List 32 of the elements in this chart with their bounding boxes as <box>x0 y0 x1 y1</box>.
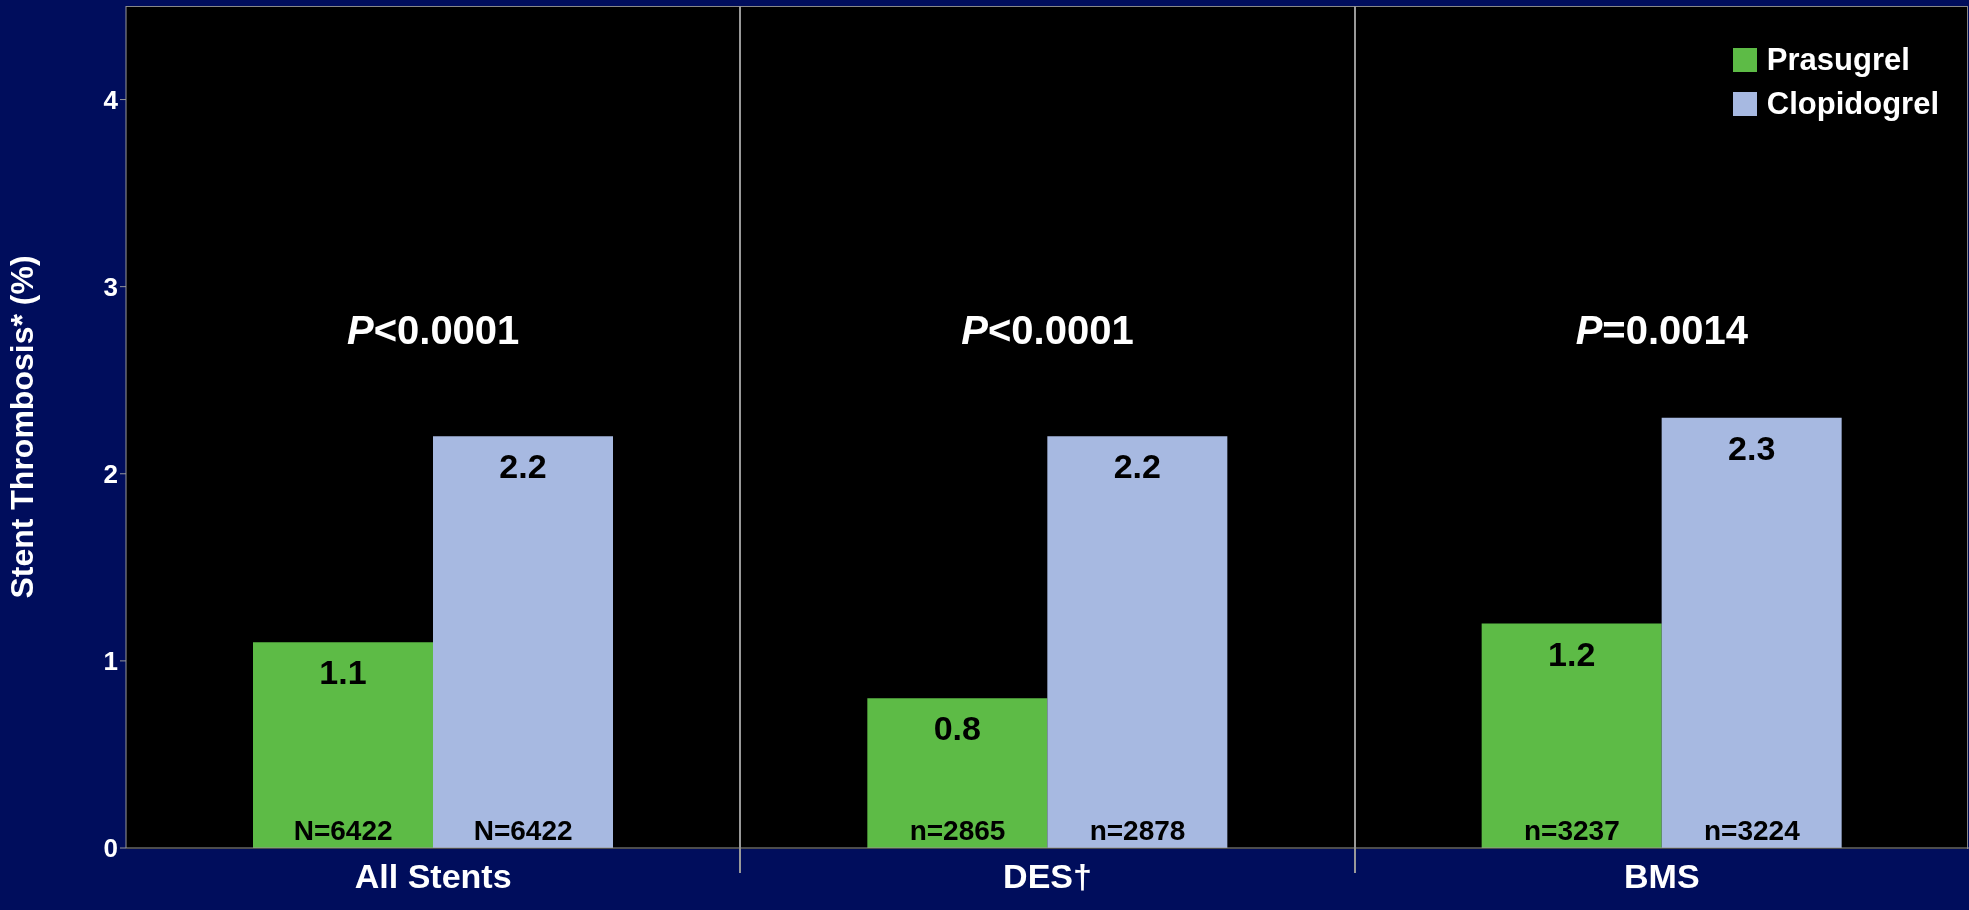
annotation: N=6422 <box>473 815 573 846</box>
y-tick-label: 2 <box>103 459 118 490</box>
data-label: 2.2 <box>499 447 547 486</box>
data-label: 2.2 <box>1113 447 1161 486</box>
x-tick-label: BMS <box>1624 857 1700 896</box>
y-tick-label: 0 <box>103 833 118 864</box>
annotation: n=2878 <box>1089 815 1186 846</box>
legend-label: Clopidogrel <box>1766 85 1939 123</box>
annotation: P=0.0014 <box>1574 308 1749 353</box>
y-tick-label: 3 <box>103 271 118 302</box>
annotation: P<0.0001 <box>345 308 521 353</box>
y-tick-label: 1 <box>103 646 118 677</box>
data-label: 1.2 <box>1548 634 1596 673</box>
bar <box>1661 417 1842 848</box>
data-label: 1.1 <box>319 653 367 692</box>
bar <box>433 436 613 848</box>
annotation: P<0.0001 <box>960 308 1135 353</box>
y-tick-label: 4 <box>103 84 119 115</box>
annotation: N=6422 <box>293 815 393 846</box>
data-label: 2.3 <box>1728 428 1776 467</box>
x-tick-label: All Stents <box>354 857 512 896</box>
data-label: 0.8 <box>933 709 981 748</box>
legend-label: Prasugrel <box>1766 41 1910 79</box>
annotation: n=3237 <box>1523 815 1620 846</box>
annotation: n=2865 <box>909 815 1006 846</box>
annotation: n=3224 <box>1703 815 1801 846</box>
x-tick-label: DES† <box>1003 857 1092 896</box>
bar <box>253 642 433 848</box>
y-axis-title: Stent Thrombosis* (%) <box>4 255 41 599</box>
bar <box>1481 623 1662 848</box>
bar <box>867 698 1048 848</box>
bar <box>1047 436 1228 848</box>
